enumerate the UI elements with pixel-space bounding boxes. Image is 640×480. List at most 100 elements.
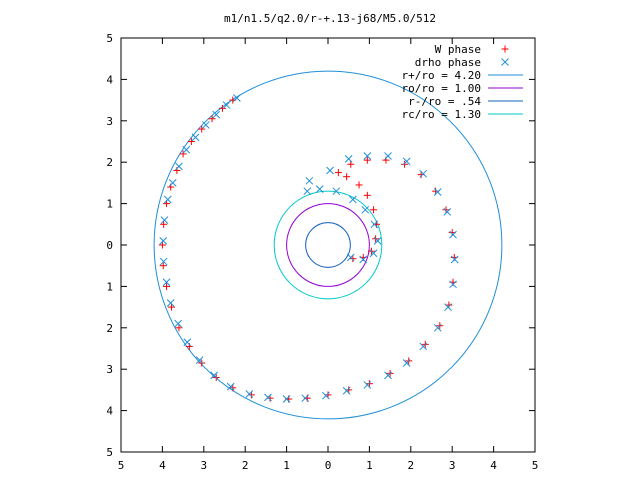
drho-phase-point bbox=[202, 121, 210, 129]
x-tick-label: 5 bbox=[118, 459, 125, 472]
drho-phase-point bbox=[370, 220, 379, 229]
circle-ro-ro-1-00 bbox=[286, 203, 370, 287]
y-tick-label: 2 bbox=[106, 156, 113, 169]
x-tick-label: 5 bbox=[532, 459, 539, 472]
drho-phase-point bbox=[384, 371, 392, 380]
reference-circles bbox=[153, 70, 503, 420]
legend-label: r-/ro = .54 bbox=[408, 95, 481, 108]
y-tick-label: 0 bbox=[106, 239, 113, 252]
drho-phase-point bbox=[348, 195, 357, 204]
w-phase-point bbox=[218, 104, 226, 112]
y-tick-label: 1 bbox=[106, 198, 113, 211]
x-tick-label: 1 bbox=[283, 459, 290, 472]
circle-r-ro-4-20 bbox=[153, 70, 503, 420]
w-phase-point bbox=[175, 324, 183, 332]
drho-phase-point bbox=[160, 216, 169, 225]
drho-phase-point bbox=[449, 230, 457, 239]
drho-phase-point bbox=[175, 162, 183, 171]
w-phase-point bbox=[365, 380, 373, 388]
drho-phase-point bbox=[433, 323, 442, 332]
w-phase-point bbox=[334, 169, 342, 177]
drho-phase-point bbox=[326, 166, 334, 175]
w-phase-point bbox=[158, 241, 166, 249]
drho-phase-point bbox=[168, 179, 177, 187]
w-phase-point bbox=[159, 262, 167, 270]
drho-phase-point bbox=[433, 188, 442, 196]
y-tick-label: 5 bbox=[106, 446, 113, 459]
w-phase-point bbox=[442, 206, 450, 214]
x-tick-label: 2 bbox=[242, 459, 249, 472]
drho-phase-point bbox=[402, 157, 411, 166]
x-tick-label: 3 bbox=[449, 459, 456, 472]
x-tick-label: 1 bbox=[366, 459, 373, 472]
drho-phase-point bbox=[191, 133, 200, 142]
drho-phase-point bbox=[282, 395, 291, 403]
drho-phase-point bbox=[332, 187, 341, 196]
w-phase-point bbox=[163, 282, 171, 290]
drho-phase-point bbox=[449, 280, 457, 289]
y-tick-label: 4 bbox=[106, 405, 113, 418]
drho-phase-point bbox=[159, 257, 168, 266]
drho-phase-point bbox=[444, 303, 452, 311]
legend-label: drho phase bbox=[415, 56, 481, 69]
drho-phase-point bbox=[159, 237, 168, 245]
drho-phase-point bbox=[369, 249, 378, 258]
y-tick-label: 2 bbox=[106, 322, 113, 335]
drho-phase-point bbox=[342, 386, 351, 395]
legend-marker bbox=[501, 58, 509, 66]
drho-phase-point bbox=[183, 338, 192, 347]
drho-phase-point bbox=[264, 393, 272, 402]
legend-label: rc/ro = 1.30 bbox=[402, 108, 481, 121]
chart-title: m1/n1.5/q2.0/r-+.13-j68/M5.0/512 bbox=[224, 12, 436, 25]
legend-label: ro/ro = 1.00 bbox=[402, 82, 481, 95]
w-phase-point bbox=[401, 160, 409, 168]
w-phase-point bbox=[208, 115, 216, 123]
w-phase-point bbox=[198, 125, 206, 133]
circle-rc-ro-1-30 bbox=[273, 190, 383, 300]
drho-phase-point bbox=[182, 145, 191, 154]
drho-phase-point bbox=[363, 381, 372, 389]
y-tick-label: 3 bbox=[106, 115, 113, 128]
w-phase-point bbox=[198, 359, 206, 367]
drho-phase-point bbox=[233, 94, 241, 102]
drho-phase-point bbox=[166, 299, 175, 307]
x-tick-label: 0 bbox=[325, 459, 332, 472]
drho-phase-point bbox=[245, 390, 254, 398]
drho-phase-point bbox=[210, 371, 219, 380]
w-phase-point bbox=[229, 384, 237, 392]
drho-phase-point bbox=[402, 359, 411, 367]
drho-phase-point bbox=[303, 187, 312, 196]
drho-phase-point bbox=[163, 195, 172, 204]
drho-phase-point bbox=[212, 110, 221, 119]
w-phase-point bbox=[168, 303, 176, 311]
y-tick-label: 4 bbox=[106, 73, 113, 86]
legend-label: W phase bbox=[435, 43, 481, 56]
w-phase-point bbox=[349, 255, 357, 263]
drho-phase-point bbox=[443, 208, 452, 216]
y-tick-label: 1 bbox=[106, 280, 113, 293]
x-tick-label: 4 bbox=[159, 459, 166, 472]
y-tick-label: 3 bbox=[106, 363, 113, 376]
drho-phase-point bbox=[315, 185, 324, 193]
drho-phase-point bbox=[419, 342, 428, 351]
x-tick-label: 2 bbox=[407, 459, 414, 472]
y-tick-label: 5 bbox=[106, 32, 113, 45]
w-phase-point bbox=[160, 220, 168, 228]
drho-phase-point bbox=[305, 176, 314, 185]
drho-phase-point bbox=[359, 255, 368, 264]
drho-phase-point bbox=[322, 391, 330, 400]
x-tick-label: 4 bbox=[490, 459, 497, 472]
drho-phase-point bbox=[450, 255, 459, 264]
drho-phase-point bbox=[162, 278, 171, 287]
drho-phase-point bbox=[226, 382, 235, 391]
drho-phase-point bbox=[174, 319, 182, 328]
drho-phase-point bbox=[361, 205, 370, 214]
w-phase-point bbox=[343, 173, 351, 181]
circle-r-ro-54 bbox=[305, 222, 351, 268]
drho-phase-point bbox=[346, 253, 355, 262]
w-phase-point bbox=[347, 160, 355, 168]
w-phase-point bbox=[363, 191, 371, 199]
